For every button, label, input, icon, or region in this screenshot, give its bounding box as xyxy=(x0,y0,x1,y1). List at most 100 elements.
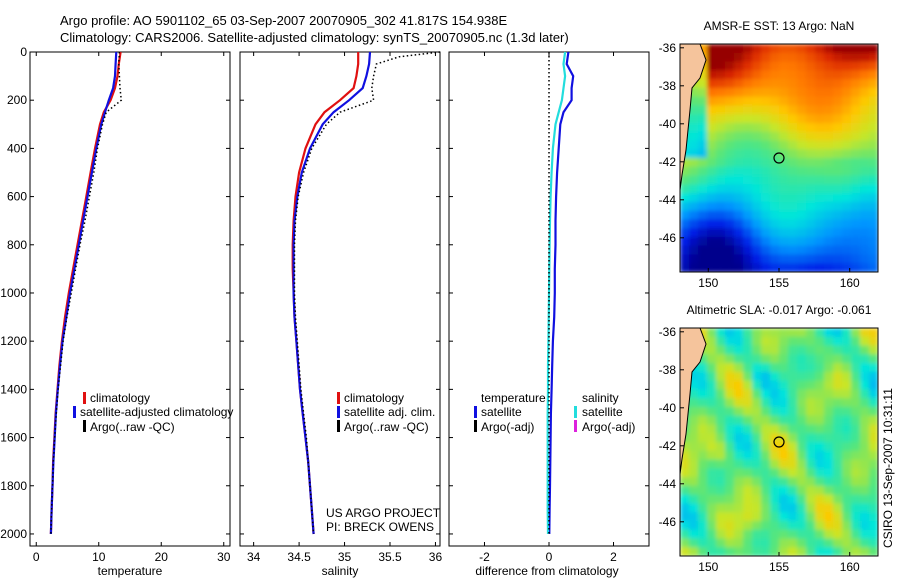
sst-map-cell xyxy=(797,263,807,272)
sst-map-cell xyxy=(779,158,789,168)
sst-map-cell xyxy=(869,131,878,142)
sla-map-cell xyxy=(824,442,834,452)
sst-map-cell xyxy=(797,114,807,124)
sst-map-cell xyxy=(779,87,789,98)
sst-map-cell xyxy=(743,184,753,194)
sla-map-cell xyxy=(761,512,771,522)
sla-map-cell xyxy=(725,459,735,469)
sst-map-cell xyxy=(788,184,798,194)
sst-map-cell xyxy=(779,96,789,106)
sla-map-cell xyxy=(806,450,816,461)
sla-map-cell xyxy=(761,424,771,434)
sst-map-cell xyxy=(806,87,816,98)
sst-map-cell xyxy=(707,114,717,124)
sla-map-cell xyxy=(770,345,780,355)
x-tick-label: 34 xyxy=(247,550,261,564)
sla-map-cell xyxy=(860,389,870,399)
sla-map-cell xyxy=(752,328,762,338)
sst-map-cell xyxy=(725,70,735,80)
sla-map-cell xyxy=(707,380,717,390)
sla-map-cell xyxy=(788,406,798,417)
sst-map-cell xyxy=(815,87,825,98)
sst-map-cell xyxy=(833,105,843,115)
sst-map-cell xyxy=(851,131,861,142)
sst-map-cell xyxy=(824,44,834,54)
sla-map-cell xyxy=(761,442,771,452)
sst-coastline xyxy=(680,44,707,191)
sla-map-cell xyxy=(689,398,699,408)
legend-label-sal-satellite: satellite xyxy=(582,405,623,419)
sst-map-cell xyxy=(707,245,717,256)
sla-map-cell xyxy=(815,503,825,513)
sla-map-cell xyxy=(860,415,870,426)
sla-map-cell xyxy=(806,345,816,355)
sla-map-cell xyxy=(815,406,825,417)
sst-map-cell xyxy=(797,210,807,220)
sla-map-cell xyxy=(797,363,807,373)
map-x-tick-label: 150 xyxy=(698,560,718,574)
sla-map-cell xyxy=(860,450,870,461)
sst-map-cell xyxy=(707,131,717,142)
x-tick-label: -2 xyxy=(479,550,490,564)
sla-map-cell xyxy=(725,477,735,487)
sla-map-cell xyxy=(797,485,807,496)
sst-map-cell xyxy=(716,149,726,159)
sla-map-cell xyxy=(869,529,878,540)
sla-map-cell xyxy=(815,468,825,478)
sla-map-cell xyxy=(833,512,843,522)
sst-map-cell xyxy=(761,61,771,71)
sst-map-cell xyxy=(752,236,762,247)
sla-map-cell xyxy=(869,477,878,487)
sla-map-cell xyxy=(743,345,753,355)
sst-map-cell xyxy=(851,105,861,115)
sla-map-cell xyxy=(761,538,771,548)
sst-map-cell xyxy=(815,166,825,177)
sla-map-cell xyxy=(779,354,789,364)
legend-swatch-climatology xyxy=(83,392,86,404)
sst-map-cell xyxy=(797,245,807,256)
sla-map-cell xyxy=(689,503,699,513)
sla-map-cell xyxy=(788,485,798,496)
sla-map-cell xyxy=(689,529,699,540)
sst-map-cell xyxy=(761,114,771,124)
sst-map-cell xyxy=(824,228,834,238)
sla-map-cell xyxy=(779,380,789,390)
sla-map-cell xyxy=(680,477,690,487)
legend-swatch-climatology xyxy=(337,392,340,404)
sst-map-cell xyxy=(824,140,834,150)
sst-map-cell xyxy=(833,149,843,159)
sst-map-cell xyxy=(815,263,825,272)
sst-map-cell xyxy=(815,219,825,229)
sst-map-cell xyxy=(824,122,834,133)
sla-map-cell xyxy=(761,336,771,347)
sla-map-cell xyxy=(743,529,753,540)
sst-map-cell xyxy=(743,245,753,256)
sla-map-cell xyxy=(815,512,825,522)
sst-map-cell xyxy=(869,245,878,256)
sst-map-cell xyxy=(725,96,735,106)
sst-map-cell xyxy=(788,44,798,54)
sla-map-cell xyxy=(788,477,798,487)
x-tick-label: 0 xyxy=(546,550,553,564)
sla-map-cell xyxy=(860,363,870,373)
sla-map-cell xyxy=(842,547,852,556)
sla-map-cell xyxy=(725,328,735,338)
sst-map-cell xyxy=(743,140,753,150)
sla-map-cell xyxy=(860,380,870,390)
sst-map-cell xyxy=(734,219,744,229)
temperature-xlabel: temperature xyxy=(98,564,163,578)
sla-map-cell xyxy=(716,336,726,347)
sla-map-cell xyxy=(734,389,744,399)
sst-map-cell xyxy=(842,149,852,159)
sla-map-cell xyxy=(860,336,870,347)
sst-map-cell xyxy=(833,131,843,142)
temperature-plot: 0 10 20 30 0 200 400 600 800 1000 1200 1400 1600 1800… xyxy=(0,45,230,564)
map-y-tick-label: -36 xyxy=(659,41,677,55)
sla-map-cell xyxy=(797,380,807,390)
sla-map-cell xyxy=(689,415,699,426)
legend-label-satellite: satellite-adjusted climatology xyxy=(80,405,233,419)
sla-map-cell xyxy=(770,389,780,399)
sla-map-cell xyxy=(860,529,870,540)
sst-map-cell xyxy=(797,166,807,177)
sst-map-cell xyxy=(707,44,717,54)
